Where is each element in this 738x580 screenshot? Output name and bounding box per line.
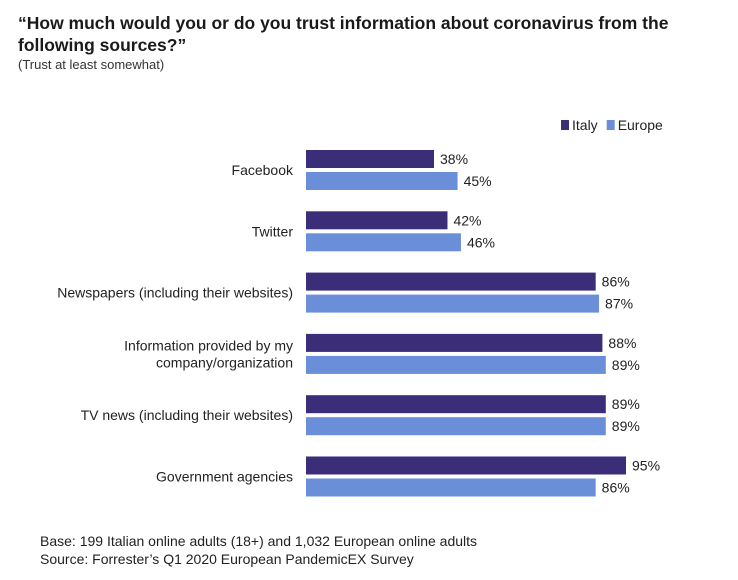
bar-europe: [306, 478, 596, 497]
data-label: 38%: [440, 151, 468, 167]
data-label: 88%: [608, 335, 636, 351]
data-label: 46%: [467, 234, 495, 250]
bar-europe: [306, 355, 606, 374]
category-label: TV news (including their websites): [81, 407, 293, 423]
footer-base: Base: 199 Italian online adults (18+) an…: [40, 533, 478, 549]
chart-title: “How much would you or do you trust info…: [18, 13, 669, 55]
data-label: 89%: [612, 357, 640, 373]
legend-label: Europe: [618, 117, 663, 133]
data-label: 86%: [602, 480, 630, 496]
category-label: company/organization: [156, 354, 293, 370]
data-label: 87%: [605, 296, 633, 312]
data-label: 42%: [453, 212, 481, 228]
bar-italy: [306, 456, 626, 475]
bar-italy: [306, 150, 434, 168]
data-label: 89%: [612, 418, 640, 434]
data-label: 95%: [632, 458, 660, 474]
data-label: 45%: [464, 173, 492, 189]
data-label: 86%: [602, 274, 630, 290]
bar-europe: [306, 294, 600, 313]
legend-label: Italy: [572, 117, 598, 133]
data-label: 89%: [612, 396, 640, 412]
footer-source: Source: Forrester’s Q1 2020 European Pan…: [40, 551, 414, 567]
category-label: Newspapers (including their websites): [57, 285, 293, 301]
legend-swatch-europe: [606, 120, 615, 130]
bar-europe: [306, 233, 461, 252]
category-label: Government agencies: [156, 469, 293, 485]
category-label: Twitter: [252, 223, 294, 239]
chart-subtitle: (Trust at least somewhat): [18, 57, 165, 72]
bar-europe: [306, 417, 606, 436]
bar-italy: [306, 211, 448, 230]
bar-italy: [306, 333, 603, 352]
category-label: Information provided by my: [124, 337, 293, 353]
legend-swatch-italy: [561, 120, 569, 130]
bar-italy: [306, 395, 606, 414]
bar-europe: [306, 172, 458, 190]
bar-italy: [306, 272, 596, 291]
category-label: Facebook: [232, 162, 294, 178]
